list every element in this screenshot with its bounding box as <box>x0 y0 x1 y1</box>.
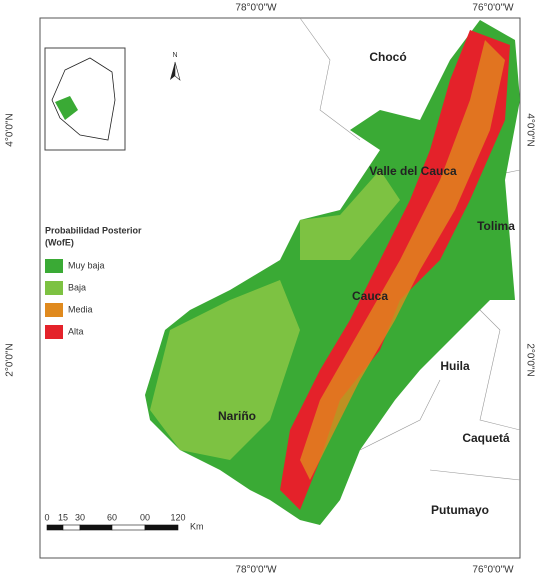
coord-label: 78°0'0"W <box>235 565 277 576</box>
north-arrow <box>170 61 181 81</box>
scale-segment <box>144 524 179 531</box>
scale-label: 0 <box>44 512 49 522</box>
coord-label: 76°0'0"W <box>472 565 514 576</box>
region-label: Caquetá <box>462 431 510 445</box>
legend-label: Baja <box>68 282 86 292</box>
region-label: Nariño <box>218 409 256 423</box>
region-label: Huila <box>440 359 470 373</box>
legend-swatch <box>45 325 63 339</box>
north-label: N <box>172 52 177 59</box>
scale-label: 00 <box>140 512 150 522</box>
legend-title: Probabilidad Posterior <box>45 225 142 235</box>
coord-label: 2°0'0"N <box>524 343 535 376</box>
legend-label: Media <box>68 304 93 314</box>
scale-label: 15 <box>58 512 68 522</box>
low-zone <box>150 170 400 460</box>
scale-segment <box>62 524 81 531</box>
scale-unit: Km <box>190 521 204 531</box>
scale-label: 30 <box>75 512 85 522</box>
scale-label: 60 <box>107 512 117 522</box>
scale-segment <box>79 524 113 531</box>
coord-label: 4°0'0"N <box>524 113 535 146</box>
medium-zone <box>300 40 505 480</box>
coord-label: 78°0'0"W <box>235 3 277 14</box>
coord-label: 2°0'0"N <box>5 343 16 376</box>
region-label: Putumayo <box>431 503 489 517</box>
coord-label: 76°0'0"W <box>472 3 514 14</box>
legend-title: (WofE) <box>45 237 74 247</box>
scale-label: 120 <box>170 512 185 522</box>
legend-swatch <box>45 281 63 295</box>
legend-label: Alta <box>68 326 84 336</box>
region-label: Tolima <box>477 219 515 233</box>
scale-segment <box>111 524 146 531</box>
scale-bar: 0 15 30 60 00 120 Km <box>44 512 203 531</box>
region-label: Cauca <box>352 289 388 303</box>
legend-swatch <box>45 303 63 317</box>
legend-swatch <box>45 259 63 273</box>
region-label: Chocó <box>369 50 406 64</box>
coord-label: 4°0'0"N <box>5 113 16 146</box>
legend-label: Muy baja <box>68 260 105 270</box>
region-label: Valle del Cauca <box>369 164 457 178</box>
inset-map <box>44 47 126 151</box>
scale-segment <box>46 524 64 531</box>
